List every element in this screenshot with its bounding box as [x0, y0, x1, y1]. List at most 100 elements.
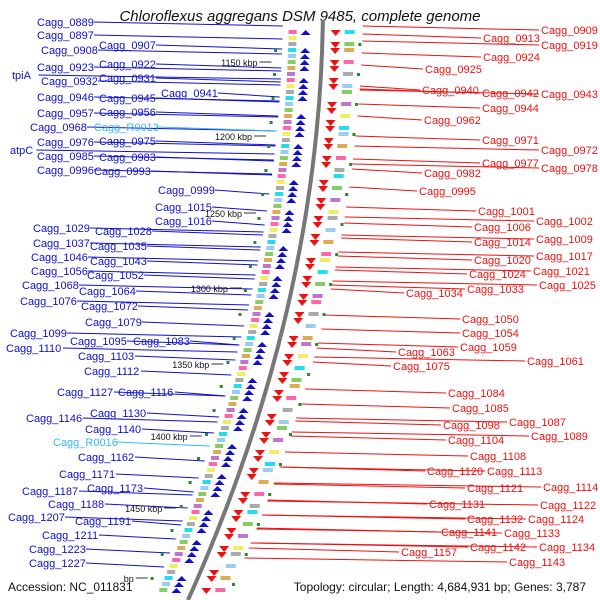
label-connector: [146, 260, 258, 266]
forward-gene-arrow: [288, 180, 299, 185]
reverse-gene-block: [341, 102, 352, 106]
label-connector: [290, 435, 447, 441]
forward-gene-arrow: [299, 60, 310, 65]
label-connector: [66, 332, 242, 338]
forward-gene-arrow: [269, 288, 280, 293]
forward-gene-block: [200, 486, 209, 490]
forward-gene-arrow: [278, 246, 289, 251]
genome-backbone: [186, 19, 325, 600]
gene-label: Cagg_1085: [452, 403, 509, 415]
gene-label: Cagg_1017: [536, 251, 593, 263]
reverse-gene-arrow: [327, 102, 338, 108]
forward-gene-block: [184, 528, 193, 532]
forward-gene-arrow: [291, 162, 302, 167]
forward-gene-arrow: [191, 540, 202, 545]
reverse-gene-block: [311, 300, 322, 304]
label-connector: [85, 562, 165, 568]
label-connector: [140, 370, 232, 376]
gene-label: Cagg_0962: [424, 115, 481, 127]
forward-gene-arrow: [223, 456, 234, 461]
gc-dot: [335, 253, 339, 256]
gene-label: Cagg_1052: [87, 270, 144, 282]
gc-dot: [289, 433, 293, 436]
reverse-gene-block: [343, 60, 354, 64]
gc-dot: [205, 433, 209, 436]
forward-gene-arrow: [277, 252, 288, 257]
gene-label: Cagg_0946: [37, 92, 94, 104]
gene-label: Cagg_0924: [483, 52, 540, 64]
forward-gene-block: [211, 456, 220, 460]
gene-label: Cagg_1001: [478, 206, 535, 218]
label-connector: [151, 230, 264, 236]
reverse-gene-arrow: [313, 216, 324, 222]
gene-label: Cagg_0976: [37, 137, 94, 149]
gene-label: Cagg_1124: [528, 514, 584, 526]
label-connector: [273, 483, 466, 489]
forward-gene-block: [226, 408, 235, 412]
forward-gene-block: [279, 156, 288, 160]
gc-dot: [248, 265, 252, 268]
forward-gene-block: [256, 294, 265, 298]
reverse-gene-block: [338, 132, 349, 136]
reverse-gene-block: [278, 420, 289, 424]
forward-gene-block: [198, 492, 207, 496]
forward-gene-block: [228, 402, 237, 406]
gene-label: Cagg_1227: [29, 558, 86, 570]
forward-gene-arrow: [225, 450, 236, 455]
gene-label: Cagg_R0016: [53, 437, 118, 449]
gene-label: Cagg_1054: [462, 328, 519, 340]
gc-dot: [345, 193, 349, 196]
gene-label: Cagg_1130: [90, 408, 146, 420]
forward-gene-block: [273, 204, 282, 208]
gene-label: Cagg_0907: [99, 40, 156, 52]
label-connector: [134, 456, 205, 462]
reverse-gene-arrow: [329, 66, 340, 72]
gene-label: Cagg_1002: [536, 216, 593, 228]
forward-gene-arrow: [189, 546, 200, 551]
gene-label: Cagg_1061: [527, 356, 584, 368]
reverse-gene-block: [286, 396, 297, 400]
label-connector: [155, 63, 282, 69]
gene-label: Cagg_0913: [483, 33, 540, 45]
label-connector: [344, 216, 535, 222]
forward-gene-block: [246, 336, 255, 340]
reverse-gene-arrow: [321, 156, 332, 162]
reverse-gene-block: [334, 168, 345, 172]
reverse-gene-arrow: [306, 258, 317, 264]
forward-gene-arrow: [282, 222, 293, 227]
forward-gene-arrow: [238, 408, 249, 413]
label-connector: [337, 255, 473, 261]
label-connector: [330, 288, 405, 294]
gene-label: Cagg_0923: [37, 62, 94, 74]
label-connector: [295, 420, 442, 426]
forward-gene-block: [288, 30, 297, 34]
gene-label: Cagg_0941: [161, 88, 218, 100]
label-connector: [115, 441, 210, 447]
label-connector: [300, 403, 451, 409]
label-connector: [155, 140, 276, 146]
reverse-gene-block: [291, 378, 302, 382]
gene-label: Cagg_1211: [42, 530, 98, 542]
gene-label: Cagg_1157: [401, 547, 457, 559]
forward-gene-block: [287, 72, 296, 76]
gc-dot: [253, 241, 257, 244]
gene-label: Cagg_0983: [99, 152, 156, 164]
reverse-gene-arrow: [282, 360, 293, 366]
gc-dot: [261, 193, 265, 196]
gc-dot: [355, 103, 359, 106]
forward-gene-arrow: [299, 66, 310, 71]
reverse-gene-arrow: [226, 528, 237, 534]
gene-label: Cagg_0978: [541, 163, 598, 175]
reverse-gene-arrow: [246, 474, 257, 480]
reverse-gene-arrow: [201, 588, 212, 594]
forward-gene-arrow: [214, 480, 225, 485]
reverse-gene-block: [308, 312, 319, 316]
forward-gene-block: [243, 348, 252, 352]
label-connector: [137, 305, 248, 311]
reverse-gene-block: [327, 216, 338, 220]
forward-gene-arrow: [173, 582, 184, 587]
forward-gene-block: [231, 390, 240, 394]
label-connector: [355, 135, 481, 141]
gc-dot: [307, 373, 311, 376]
gene-label: Cagg_0943: [541, 89, 598, 101]
